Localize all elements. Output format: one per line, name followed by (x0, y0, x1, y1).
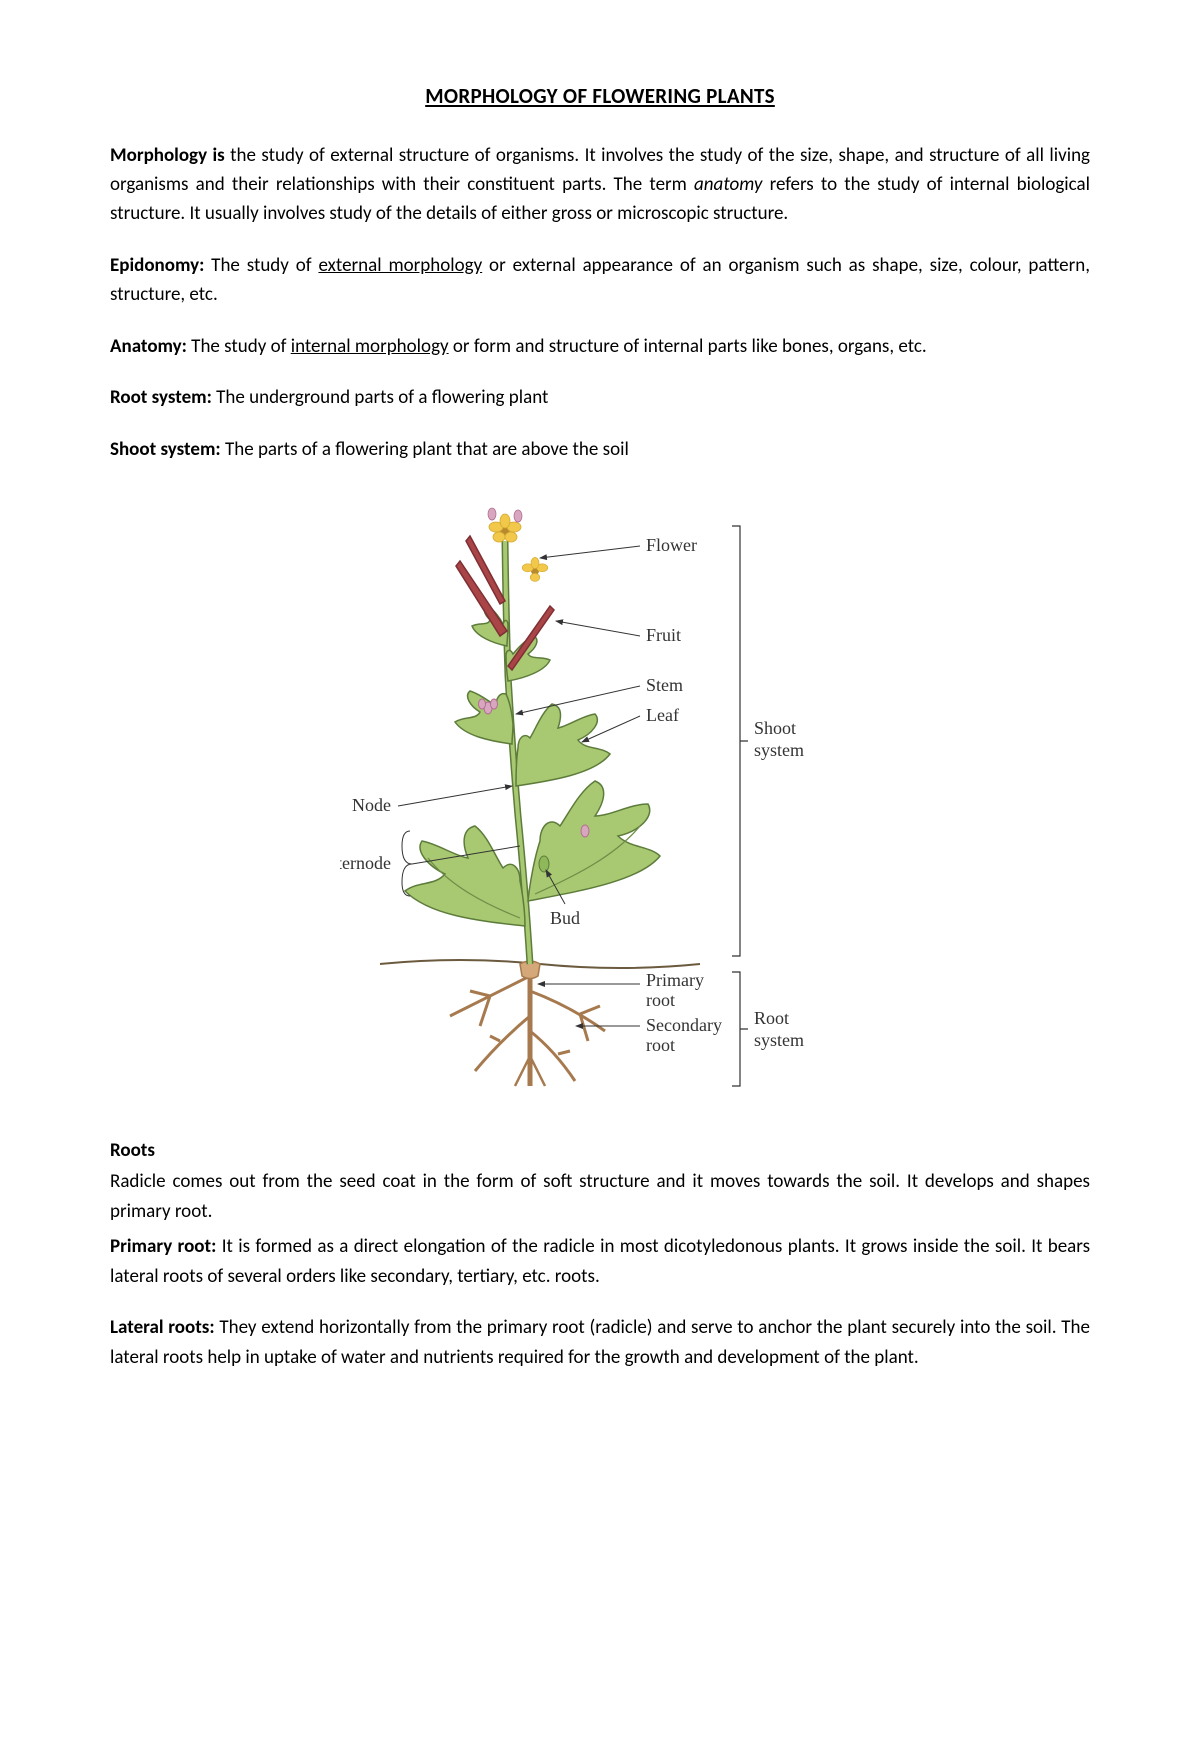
anatomy-pre: The study of (187, 335, 291, 358)
root-system-text: The underground parts of a flowering pla… (212, 386, 549, 409)
label-primary-root-2: root (646, 990, 675, 1010)
label-leaf: Leaf (646, 705, 679, 725)
intro-paragraph: Morphology is the study of external stru… (110, 141, 1090, 229)
anatomy-post: or form and structure of internal parts … (449, 335, 927, 358)
label-primary-root-1: Primary (646, 970, 704, 990)
anatomy-italic: anatomy (694, 173, 762, 196)
label-bud: Bud (550, 908, 580, 928)
label-secondary-root-1: Secondary (646, 1015, 722, 1035)
epidonomy-term: Epidonomy: (110, 254, 204, 277)
page-title: MORPHOLOGY OF FLOWERING PLANTS (110, 80, 1090, 113)
label-fruit: Fruit (646, 625, 681, 645)
label-root-system-1: Root (754, 1008, 789, 1028)
shoot-system-text: The parts of a flowering plant that are … (221, 438, 629, 461)
plant-diagram: Flower Fruit Stem Leaf Node Internode Bu… (340, 486, 860, 1106)
plant-diagram-container: Flower Fruit Stem Leaf Node Internode Bu… (110, 486, 1090, 1106)
roots-heading: Roots (110, 1136, 1090, 1165)
root-system-paragraph: Root system: The underground parts of a … (110, 383, 1090, 412)
shoot-system-paragraph: Shoot system: The parts of a flowering p… (110, 435, 1090, 464)
root-system-term: Root system: (110, 386, 212, 409)
anatomy-paragraph: Anatomy: The study of internal morpholog… (110, 332, 1090, 361)
roots-intro: Radicle comes out from the seed coat in … (110, 1167, 1090, 1226)
root-group (450, 961, 605, 1086)
primary-root-text: It is formed as a direct elongation of t… (110, 1235, 1090, 1287)
lateral-roots-term: Lateral roots: (110, 1316, 215, 1339)
anatomy-term: Anatomy: (110, 335, 187, 358)
label-node: Node (352, 795, 391, 815)
label-shoot-system-2: system (754, 740, 804, 760)
epidonomy-pre: The study of (204, 254, 318, 277)
primary-root-paragraph: Primary root: It is formed as a direct e… (110, 1232, 1090, 1291)
label-shoot-system-1: Shoot (754, 718, 796, 738)
leaves (405, 606, 660, 926)
epidonomy-underline: external morphology (318, 254, 482, 277)
shoot-system-term: Shoot system: (110, 438, 221, 461)
label-stem: Stem (646, 675, 683, 695)
label-secondary-root-2: root (646, 1035, 675, 1055)
lateral-roots-paragraph: Lateral roots: They extend horizontally … (110, 1313, 1090, 1372)
diagram-labels: Flower Fruit Stem Leaf Node Internode Bu… (340, 535, 804, 1055)
anatomy-underline: internal morphology (291, 335, 449, 358)
label-internode: Internode (340, 853, 391, 873)
label-flower: Flower (646, 535, 697, 555)
morphology-lead: Morphology is (110, 144, 225, 167)
brackets (732, 526, 748, 1086)
lateral-roots-text: They extend horizontally from the primar… (110, 1316, 1090, 1368)
label-root-system-2: system (754, 1030, 804, 1050)
flowers (488, 508, 548, 581)
primary-root-term: Primary root: (110, 1235, 216, 1258)
epidonomy-paragraph: Epidonomy: The study of external morphol… (110, 251, 1090, 310)
